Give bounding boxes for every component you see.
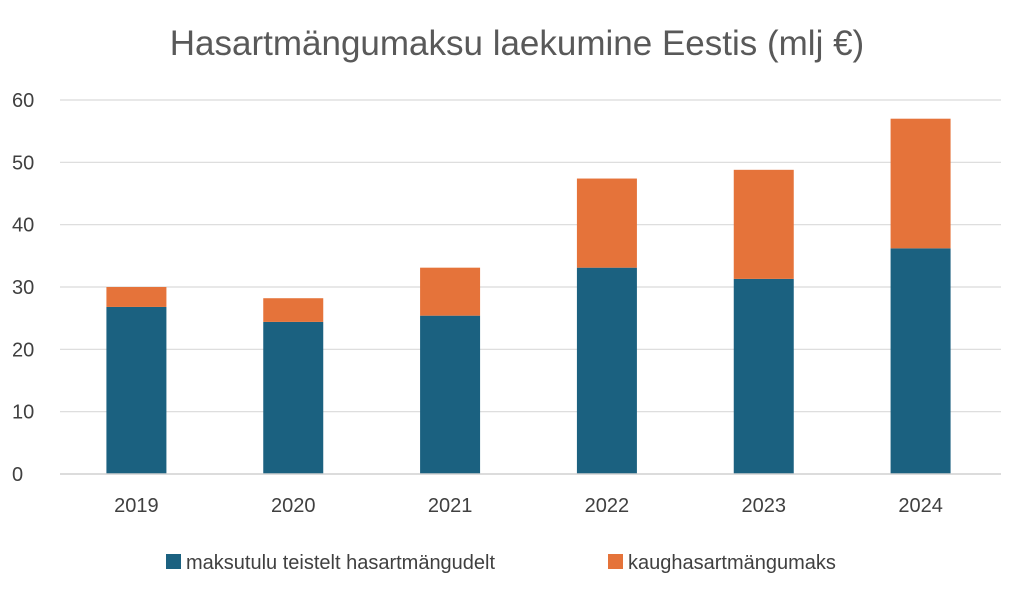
bar-segment-kaughasartmangumaks-2022 (576, 178, 637, 268)
legend-swatch-kaughasartmangumaks (608, 554, 623, 569)
bar-segment-maksutulu-2023 (733, 278, 794, 474)
x-axis-tick-labels: 2019 2020 2021 2022 2023 2024 (114, 495, 943, 517)
y-axis-tick-labels: 0 10 20 30 40 50 60 (12, 90, 34, 486)
y-tick-label: 0 (12, 464, 23, 486)
y-tick-label: 40 (12, 215, 34, 237)
y-tick-label: 50 (12, 152, 34, 174)
x-tick-label: 2021 (428, 495, 473, 517)
legend-label-kaughasartmangumaks: kaughasartmängumaks (628, 552, 836, 574)
bar-segment-kaughasartmangumaks-2023 (733, 169, 794, 279)
x-tick-label: 2024 (898, 495, 943, 517)
x-tick-label: 2019 (114, 495, 159, 517)
bar-segment-kaughasartmangumaks-2021 (420, 267, 481, 316)
bar-segment-kaughasartmangumaks-2019 (106, 287, 167, 307)
bar-segment-maksutulu-2021 (420, 315, 481, 474)
bar-segment-maksutulu-2022 (576, 267, 637, 474)
x-tick-label: 2020 (271, 495, 316, 517)
bar-segment-maksutulu-2020 (263, 321, 324, 474)
y-tick-label: 10 (12, 402, 34, 424)
bar-segment-kaughasartmangumaks-2020 (263, 298, 324, 322)
bar-segment-maksutulu-2024 (890, 248, 951, 474)
legend-swatch-maksutulu (166, 554, 181, 569)
legend: maksutulu teistelt hasartmängudelt kaugh… (166, 552, 836, 574)
y-tick-label: 20 (12, 339, 34, 361)
y-tick-label: 30 (12, 277, 34, 299)
chart-title: Hasartmängumaksu laekumine Eestis (mlj €… (170, 24, 864, 63)
gridlines (60, 99, 1001, 413)
x-tick-label: 2022 (585, 495, 630, 517)
legend-label-maksutulu: maksutulu teistelt hasartmängudelt (186, 552, 495, 574)
y-tick-label: 60 (12, 90, 34, 112)
x-tick-label: 2023 (742, 495, 787, 517)
bar-segment-maksutulu-2019 (106, 306, 167, 474)
bars (106, 118, 951, 474)
bar-segment-kaughasartmangumaks-2024 (890, 118, 951, 249)
